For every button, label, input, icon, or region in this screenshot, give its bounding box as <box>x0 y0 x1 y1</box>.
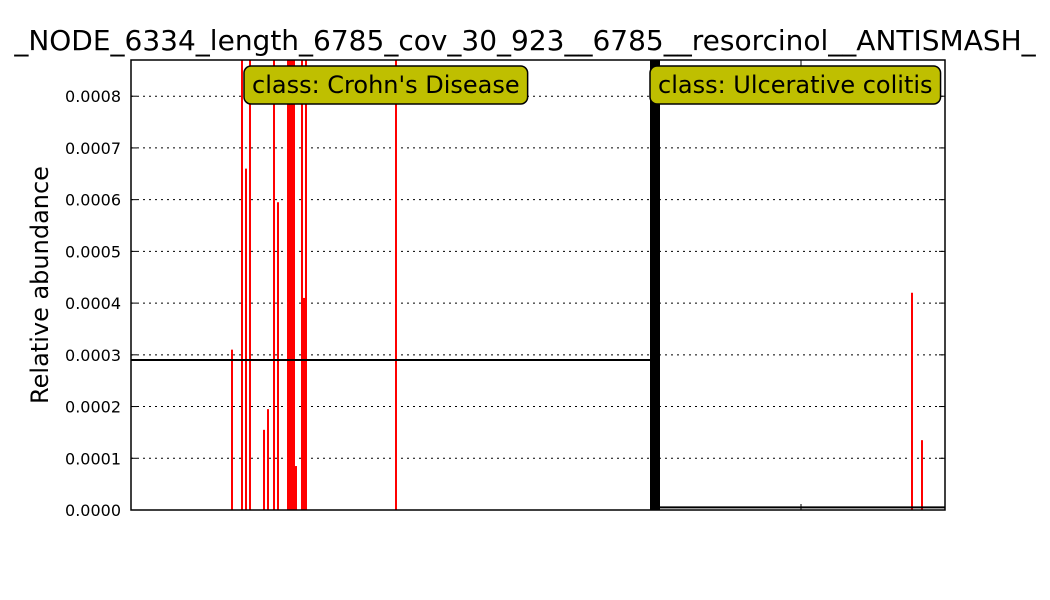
bar <box>273 60 275 510</box>
class-separator <box>650 60 660 510</box>
annotation-box <box>243 65 529 105</box>
y-tick-label: 0.0005 <box>65 242 121 261</box>
bar <box>921 440 923 510</box>
class-annotation: class: Ulcerative colitis <box>649 65 942 105</box>
bar <box>291 60 293 510</box>
bar <box>911 292 913 510</box>
plot-area <box>130 59 946 511</box>
y-tick-label: 0.0006 <box>65 191 121 210</box>
bar <box>289 60 291 510</box>
bar <box>245 168 247 510</box>
bar <box>305 60 307 510</box>
annotation-box <box>649 65 942 105</box>
y-tick-label: 0.0004 <box>65 294 121 313</box>
gridlines <box>131 95 945 511</box>
y-tick-label: 0.0003 <box>65 346 121 365</box>
class-mean-lines <box>131 359 945 509</box>
bar <box>303 297 305 510</box>
bar <box>241 60 243 510</box>
y-axis-ticks: 0.0000 0.0001 0.0002 0.0003 0.0004 0.0005 0.00… <box>65 60 945 520</box>
y-tick-label: 0.0000 <box>65 501 121 520</box>
annotation-label: class: Crohn's Disease <box>252 71 520 99</box>
bar <box>267 409 269 510</box>
y-tick-label: 0.0002 <box>65 398 121 417</box>
bar <box>263 429 265 510</box>
bar <box>301 60 303 510</box>
class-annotations: class: Crohn's Disease class: Ulcerative … <box>243 65 942 105</box>
y-axis-label: Relative abundance <box>26 166 54 404</box>
bar <box>231 349 233 510</box>
bar <box>249 60 251 510</box>
bar <box>293 60 295 510</box>
bars <box>231 60 923 510</box>
y-tick-label: 0.0008 <box>65 87 121 106</box>
y-tick-label: 0.0001 <box>65 449 121 468</box>
bar <box>395 60 397 510</box>
bar <box>287 60 289 510</box>
y-tick-label: 0.0007 <box>65 139 121 158</box>
class-separator-bar <box>650 60 660 510</box>
bar <box>277 202 279 510</box>
annotation-label: class: Ulcerative colitis <box>658 71 933 99</box>
class-annotation: class: Crohn's Disease <box>243 65 529 105</box>
chart-title: _NODE_6334_length_6785_cov_30_923__6785_… <box>13 24 1036 57</box>
bar <box>295 466 297 510</box>
